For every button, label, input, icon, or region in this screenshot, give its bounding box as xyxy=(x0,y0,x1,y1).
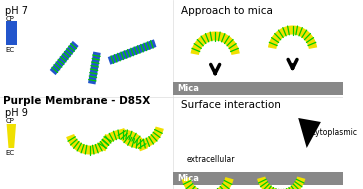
FancyBboxPatch shape xyxy=(173,172,343,185)
Polygon shape xyxy=(7,124,16,148)
PathPatch shape xyxy=(116,126,164,149)
Text: Mica: Mica xyxy=(178,174,199,183)
Text: pH 9: pH 9 xyxy=(5,108,28,118)
PathPatch shape xyxy=(182,177,234,189)
Text: Mica: Mica xyxy=(178,84,199,93)
PathPatch shape xyxy=(97,129,148,151)
FancyBboxPatch shape xyxy=(173,82,343,95)
Text: CP: CP xyxy=(6,16,15,22)
Text: pH 7: pH 7 xyxy=(5,6,28,16)
Polygon shape xyxy=(88,52,101,84)
Polygon shape xyxy=(50,41,79,75)
Text: extracellular: extracellular xyxy=(187,155,235,164)
Polygon shape xyxy=(298,118,321,148)
PathPatch shape xyxy=(277,177,305,189)
Text: EC: EC xyxy=(6,47,15,53)
Text: EC: EC xyxy=(6,150,15,156)
PathPatch shape xyxy=(191,32,240,55)
PathPatch shape xyxy=(66,134,113,154)
PathPatch shape xyxy=(268,26,317,49)
FancyBboxPatch shape xyxy=(6,21,17,45)
Text: Surface interaction: Surface interaction xyxy=(181,100,281,110)
Polygon shape xyxy=(108,39,156,65)
Text: CP: CP xyxy=(6,118,15,124)
Text: Purple Membrane - D85X: Purple Membrane - D85X xyxy=(3,96,150,106)
Text: Approach to mica: Approach to mica xyxy=(181,6,273,16)
PathPatch shape xyxy=(257,177,286,189)
Text: cytoplasmic: cytoplasmic xyxy=(311,128,358,137)
